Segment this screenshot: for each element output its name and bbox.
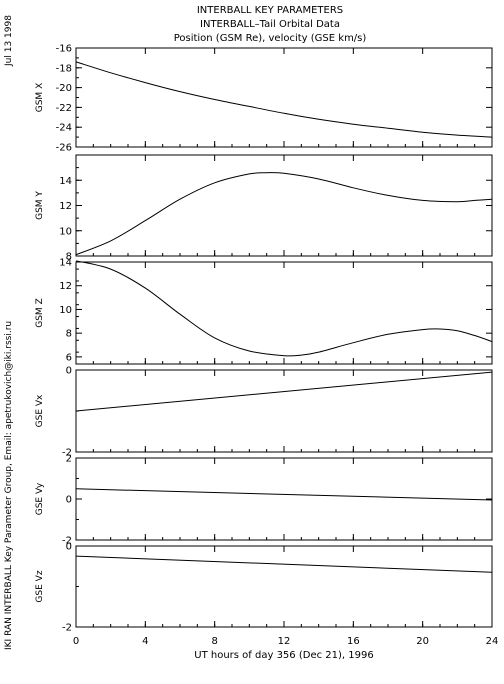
x-tick-label: 0 [73, 636, 79, 647]
y-axis-label: GSM Y [35, 191, 45, 220]
x-tick-label: 16 [347, 636, 360, 647]
x-axis-label: UT hours of day 356 (Dec 21), 1996 [194, 650, 373, 661]
panel-frame [75, 369, 493, 453]
y-tick-label: 12 [59, 281, 72, 292]
panel-frame [75, 457, 493, 541]
series-line-gse-vx [75, 371, 493, 412]
y-axis-label: GSE Vy [35, 482, 45, 515]
y-tick-label: -24 [56, 123, 72, 134]
panel-0: -26 -24 -22 -20 -18 -16 GSM X [35, 44, 493, 154]
y-tick-label: 10 [59, 305, 72, 316]
y-tick-label: -2 [62, 536, 72, 547]
panel-frame [75, 47, 493, 148]
y-tick-label: 0 [66, 366, 72, 377]
y-tick-label: -26 [56, 143, 72, 154]
y-tick-label: -18 [56, 63, 72, 74]
y-tick-label: -22 [56, 103, 72, 114]
x-tick-label: 24 [486, 636, 499, 647]
panel-frame [75, 154, 493, 257]
y-tick-label: 6 [66, 352, 72, 363]
x-tick-label: 4 [142, 636, 148, 647]
y-tick-label: 10 [59, 226, 72, 237]
y-tick-label: 8 [66, 252, 72, 263]
series-line-gse-vz [75, 555, 493, 573]
y-axis-label: GSE Vx [35, 394, 45, 427]
series-line-gsm-x [75, 61, 493, 138]
series-line-gsm-z [75, 260, 493, 357]
panel-3: -2 0 GSE Vx [35, 366, 493, 459]
y-tick-label: 0 [66, 495, 72, 506]
panel-5: -2 0 GSE Vz [35, 542, 493, 634]
x-tick-label: 8 [211, 636, 217, 647]
y-axis-label: GSE Vz [35, 570, 45, 602]
y-tick-label: 12 [59, 201, 72, 212]
panel-1: 8 10 12 14 GSM Y [35, 154, 493, 263]
y-tick-label: 14 [59, 258, 72, 269]
x-tick-label: 20 [416, 636, 429, 647]
figure-title: INTERBALL KEY PARAMETERS [197, 5, 343, 16]
y-tick-label: -2 [62, 623, 72, 634]
series-line-gsm-y [75, 172, 493, 256]
generation-date: Jul 13 1998 [4, 15, 14, 67]
x-tick-label: 12 [278, 636, 291, 647]
y-tick-label: 14 [59, 176, 72, 187]
figure-caption: Position (GSM Re), velocity (GSE km/s) [174, 33, 367, 44]
y-axis-label: GSM Z [35, 298, 45, 327]
figure-subtitle: INTERBALL–Tail Orbital Data [200, 19, 340, 30]
panel-frame [75, 261, 493, 365]
y-tick-label: -20 [56, 83, 72, 94]
panel-4: -2 0 2 GSE Vy [35, 454, 493, 547]
y-tick-label: 0 [66, 542, 72, 553]
y-axis-label: GSM X [35, 83, 45, 112]
y-tick-label: 8 [66, 329, 72, 340]
y-tick-label: -2 [62, 448, 72, 459]
y-tick-label: -16 [56, 44, 72, 55]
panel-2: 6 8 10 12 14 GSM Z [35, 258, 493, 365]
series-line-gse-vy [75, 488, 493, 501]
credit-line: IKI RAN INTERBALL Key Parameter Group, E… [4, 321, 14, 650]
y-tick-label: 2 [66, 454, 72, 465]
